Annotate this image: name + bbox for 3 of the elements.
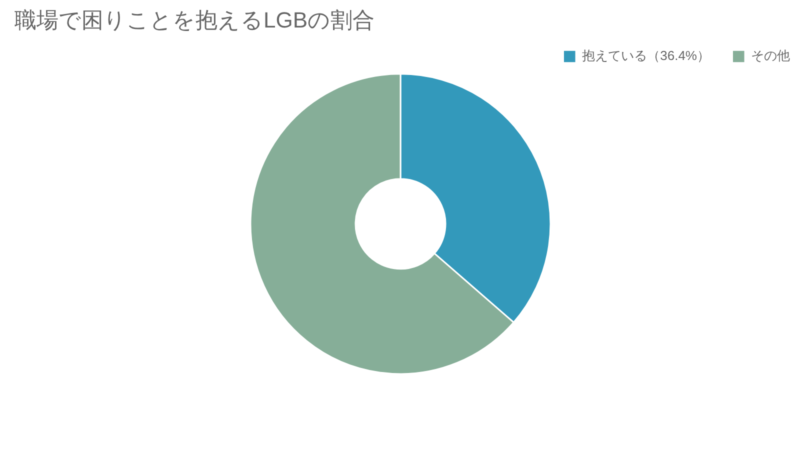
chart-title: 職場で困りことを抱えるLGBの割合 [14,8,375,32]
legend-label: 抱えている（36.4%） [582,47,710,65]
legend-label: その他 [751,47,790,65]
